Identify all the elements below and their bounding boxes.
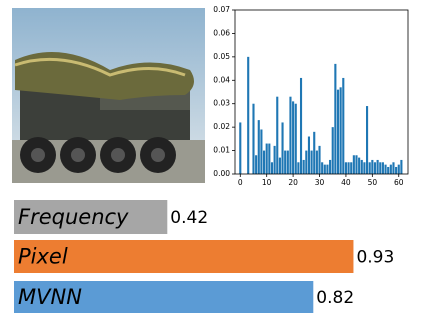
value-label: 0.82 <box>316 288 354 308</box>
bar <box>379 162 382 174</box>
photo <box>12 8 205 183</box>
bar <box>265 143 268 174</box>
y-tick-label: 0.02 <box>213 122 230 131</box>
bar <box>302 159 305 174</box>
bar <box>371 159 374 174</box>
bar <box>381 162 384 174</box>
bar <box>350 162 353 174</box>
bar <box>255 155 258 174</box>
bar <box>347 162 350 174</box>
value-label: 0.42 <box>170 208 208 228</box>
bar <box>281 122 284 174</box>
bar <box>299 77 303 174</box>
bar <box>334 63 337 175</box>
bar <box>336 89 340 174</box>
bar <box>376 159 379 174</box>
y-tick-label: 0.06 <box>213 28 230 37</box>
bar <box>355 155 358 174</box>
plot-frame <box>234 9 409 175</box>
bar <box>344 162 347 174</box>
x-tick-label: 20 <box>288 178 298 187</box>
x-tick-label: 0 <box>238 178 243 187</box>
bar <box>339 87 342 174</box>
bar <box>14 200 168 234</box>
bar <box>313 131 316 174</box>
bar-label: Frequency <box>18 205 129 229</box>
bar <box>289 96 292 174</box>
bar <box>315 150 318 174</box>
bar <box>358 157 361 174</box>
bar <box>366 106 369 174</box>
bar <box>252 103 255 174</box>
bar <box>389 164 392 174</box>
y-tick-label: 0.04 <box>213 75 230 84</box>
y-tick-label: 0.03 <box>213 99 230 108</box>
bar <box>294 103 297 174</box>
bar <box>292 101 295 174</box>
bar <box>321 162 324 174</box>
bar <box>329 159 332 174</box>
bar <box>387 166 390 174</box>
value-label: 0.93 <box>356 248 394 268</box>
bar <box>239 122 242 174</box>
score-bars: Frequency 0.42 Pixel 0.93 MVNN 0.82 <box>14 200 394 313</box>
bar <box>352 155 355 174</box>
y-tick-label: 0.05 <box>213 52 230 61</box>
bar <box>247 56 250 174</box>
bar <box>297 162 300 174</box>
bar <box>368 162 371 174</box>
bar <box>323 164 326 174</box>
x-tick-label: 60 <box>394 178 404 187</box>
bar <box>310 150 313 174</box>
bar <box>395 166 398 174</box>
bar <box>307 136 311 174</box>
bar <box>397 164 400 174</box>
bar <box>326 164 329 174</box>
bar <box>305 150 308 174</box>
bar <box>331 127 334 174</box>
x-tick-label: 10 <box>262 178 272 187</box>
bar <box>400 159 403 174</box>
x-tick-label: 30 <box>315 178 325 187</box>
bar <box>257 120 260 174</box>
y-tick-label: 0.01 <box>213 146 230 155</box>
histogram-chart: 0.00 0.01 0.02 0.03 0.04 0.05 0.06 0.07 0 10 20 30 4… <box>213 5 409 187</box>
bar <box>360 159 363 174</box>
bar <box>273 145 276 174</box>
bar <box>284 150 287 174</box>
bar <box>342 77 345 174</box>
x-tick-label: 50 <box>368 178 378 187</box>
y-tick-label: 0.00 <box>213 169 230 178</box>
bar <box>363 162 366 174</box>
bar <box>260 129 263 174</box>
bar <box>14 281 314 313</box>
y-tick-label: 0.07 <box>213 5 230 14</box>
bar-label: Pixel <box>18 245 68 269</box>
bar <box>392 162 395 174</box>
bar <box>318 145 321 174</box>
bar <box>262 150 266 174</box>
bar <box>268 143 271 174</box>
bar <box>278 157 281 174</box>
x-tick-label: 40 <box>341 178 351 187</box>
bar <box>14 240 354 273</box>
bar <box>286 150 289 174</box>
bar <box>276 96 279 174</box>
bar <box>270 162 274 174</box>
bar <box>373 162 377 174</box>
bar <box>384 164 387 174</box>
bar-label: MVNN <box>18 285 82 309</box>
